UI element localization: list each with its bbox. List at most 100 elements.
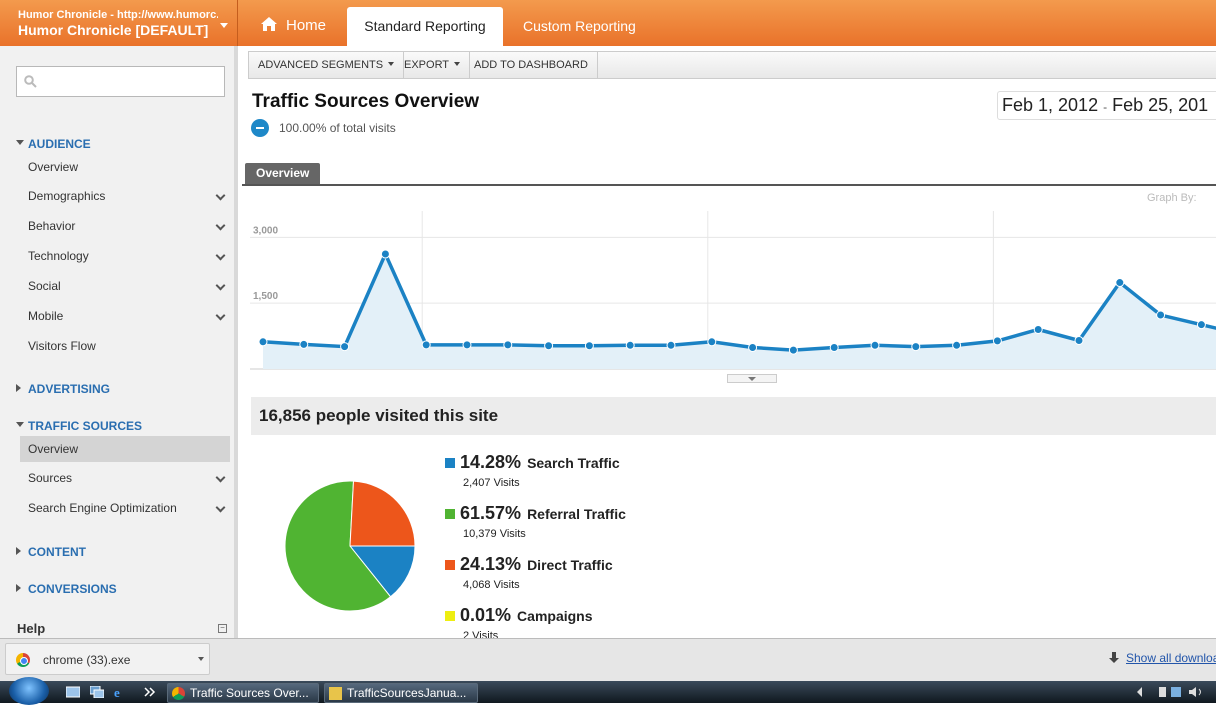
data-point[interactable] bbox=[545, 342, 553, 350]
chevron-down-icon bbox=[388, 62, 394, 66]
sidebar-item-label: Sources bbox=[28, 471, 72, 485]
account-selector[interactable]: Humor Chronicle - http://www.humorc... H… bbox=[0, 0, 238, 46]
data-point[interactable] bbox=[422, 341, 430, 349]
legend-visits: 2 Visits bbox=[463, 630, 498, 638]
data-point[interactable] bbox=[1157, 311, 1165, 319]
sidebar-item-mobile[interactable]: Mobile bbox=[20, 303, 230, 329]
data-point[interactable] bbox=[667, 341, 675, 349]
legend-swatch bbox=[445, 458, 455, 468]
collapse-icon bbox=[16, 584, 21, 592]
sidebar-item-label: Demographics bbox=[28, 189, 105, 203]
internet-explorer-icon[interactable]: e bbox=[113, 686, 127, 698]
data-point[interactable] bbox=[463, 341, 471, 349]
data-point[interactable] bbox=[1116, 279, 1124, 287]
sidebar-item-seo[interactable]: Search Engine Optimization bbox=[20, 495, 230, 521]
taskbar-item-excel[interactable]: TrafficSourcesJanua... bbox=[324, 683, 478, 703]
taskbar-item-chrome[interactable]: Traffic Sources Over... bbox=[167, 683, 319, 703]
tab-overview[interactable]: Overview bbox=[245, 163, 320, 184]
y-tick-label: 3,000 bbox=[253, 225, 278, 236]
data-point[interactable] bbox=[259, 338, 267, 346]
chevron-down-icon bbox=[454, 62, 460, 66]
section-label: AUDIENCE bbox=[28, 137, 91, 151]
date-range-picker[interactable]: Feb 1, 2012 - Feb 25, 201 bbox=[997, 91, 1216, 120]
report-main: ADVANCED SEGMENTS EXPORT ADD TO DASHBOAR… bbox=[242, 46, 1216, 638]
sidebar-section-traffic-sources[interactable]: TRAFFIC SOURCES bbox=[28, 419, 142, 433]
sidebar-item-visitors-flow[interactable]: Visitors Flow bbox=[20, 333, 230, 359]
section-label: TRAFFIC SOURCES bbox=[28, 419, 142, 433]
top-bar: Humor Chronicle - http://www.humorc... H… bbox=[0, 0, 1216, 46]
download-item[interactable]: chrome (33).exe bbox=[5, 643, 210, 675]
sidebar-item-label: Technology bbox=[28, 249, 89, 263]
data-point[interactable] bbox=[830, 343, 838, 351]
chart-expander-handle[interactable] bbox=[727, 374, 777, 383]
show-all-downloads-link[interactable]: Show all downloa bbox=[1108, 651, 1216, 665]
os-taskbar: e Traffic Sources Over... TrafficSources… bbox=[0, 681, 1216, 703]
expand-icon bbox=[16, 140, 24, 145]
tab-home[interactable]: Home bbox=[260, 7, 326, 46]
sidebar-item-technology[interactable]: Technology bbox=[20, 243, 230, 269]
chevron-down-icon bbox=[216, 191, 226, 201]
data-point[interactable] bbox=[585, 342, 593, 350]
tab-custom-reporting[interactable]: Custom Reporting bbox=[523, 7, 636, 46]
data-point[interactable] bbox=[1034, 326, 1042, 334]
data-point[interactable] bbox=[708, 338, 716, 346]
search-input[interactable] bbox=[16, 66, 225, 97]
add-to-dashboard-button[interactable]: ADD TO DASHBOARD bbox=[465, 52, 598, 78]
data-point[interactable] bbox=[749, 343, 757, 351]
window-switch-icon[interactable] bbox=[90, 686, 104, 698]
collapse-box-icon[interactable]: − bbox=[218, 624, 227, 633]
system-tray bbox=[1135, 685, 1215, 702]
legend-pct: 14.28% bbox=[460, 452, 521, 472]
spreadsheet-icon bbox=[329, 687, 342, 700]
task-label: TrafficSourcesJanua... bbox=[347, 686, 466, 700]
tray-icons[interactable] bbox=[1135, 685, 1215, 699]
data-point[interactable] bbox=[1075, 336, 1083, 344]
sidebar-item-traffic-overview[interactable]: Overview bbox=[20, 436, 230, 462]
sidebar-section-advertising[interactable]: ADVERTISING bbox=[28, 382, 110, 396]
date-end: Feb 25, 201 bbox=[1112, 95, 1208, 115]
data-point[interactable] bbox=[381, 250, 389, 258]
chevron-down-icon[interactable] bbox=[198, 657, 204, 661]
advanced-segments-button[interactable]: ADVANCED SEGMENTS bbox=[249, 52, 404, 78]
sidebar-item-audience-overview[interactable]: Overview bbox=[20, 154, 230, 180]
help-heading[interactable]: Help bbox=[17, 621, 45, 636]
data-point[interactable] bbox=[504, 341, 512, 349]
visitors-headline-bar: 16,856 people visited this site bbox=[251, 397, 1216, 435]
sidebar-item-social[interactable]: Social bbox=[20, 273, 230, 299]
segment-icon[interactable] bbox=[251, 119, 269, 137]
data-point[interactable] bbox=[789, 346, 797, 354]
data-point[interactable] bbox=[1197, 321, 1205, 329]
legend-visits: 4,068 Visits bbox=[463, 579, 520, 591]
sidebar-item-demographics[interactable]: Demographics bbox=[20, 183, 230, 209]
sidebar-item-behavior[interactable]: Behavior bbox=[20, 213, 230, 239]
start-button[interactable] bbox=[9, 677, 49, 705]
chrome-icon bbox=[16, 653, 30, 667]
sidebar-section-conversions[interactable]: CONVERSIONS bbox=[28, 582, 117, 596]
sidebar-section-audience[interactable]: AUDIENCE bbox=[28, 137, 91, 151]
data-point[interactable] bbox=[341, 343, 349, 351]
tab-standard-reporting[interactable]: Standard Reporting bbox=[347, 7, 503, 46]
chevron-down-icon bbox=[216, 503, 226, 513]
visitors-headline: 16,856 people visited this site bbox=[259, 406, 498, 426]
legend-pct: 61.57% bbox=[460, 503, 521, 523]
legend-swatch bbox=[445, 611, 455, 621]
data-point[interactable] bbox=[626, 341, 634, 349]
export-button[interactable]: EXPORT bbox=[395, 52, 470, 78]
data-point[interactable] bbox=[300, 340, 308, 348]
more-icon[interactable] bbox=[143, 686, 157, 698]
sidebar-item-label: Search Engine Optimization bbox=[28, 501, 177, 515]
data-point[interactable] bbox=[871, 341, 879, 349]
sidebar-section-content[interactable]: CONTENT bbox=[28, 545, 86, 559]
date-separator: - bbox=[1103, 100, 1107, 114]
data-point[interactable] bbox=[993, 337, 1001, 345]
pie-slice[interactable] bbox=[350, 481, 415, 546]
show-desktop-icon[interactable] bbox=[66, 686, 80, 698]
downloads-bar: chrome (33).exe Show all downloa bbox=[0, 638, 1216, 681]
chevron-down-icon bbox=[216, 221, 226, 231]
traffic-pie-chart bbox=[284, 480, 416, 612]
chevron-down-icon bbox=[216, 251, 226, 261]
data-point[interactable] bbox=[953, 341, 961, 349]
legend-label: Campaigns bbox=[517, 608, 592, 624]
data-point[interactable] bbox=[912, 343, 920, 351]
sidebar-item-sources[interactable]: Sources bbox=[20, 465, 230, 491]
